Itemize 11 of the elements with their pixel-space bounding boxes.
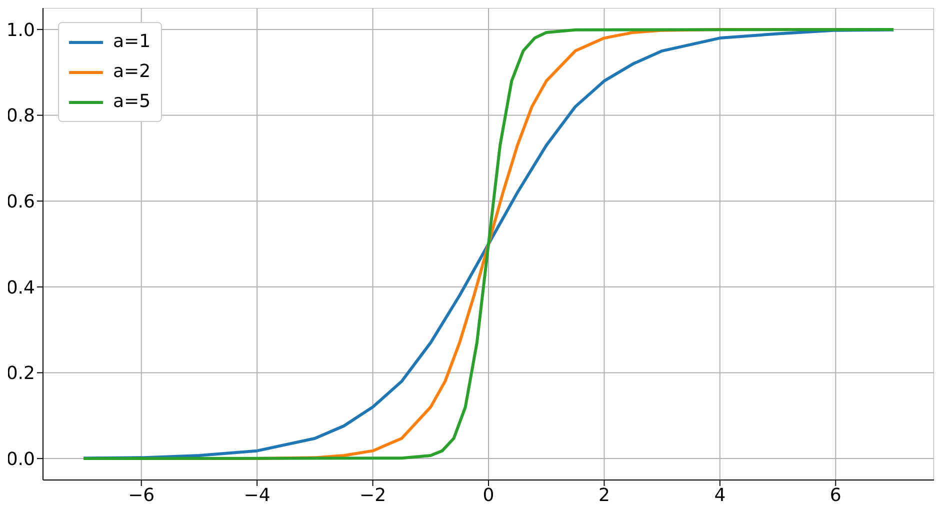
x-tick-label: 0 bbox=[482, 484, 494, 506]
x-tick-label: −4 bbox=[244, 484, 270, 506]
x-tick-label: 6 bbox=[830, 484, 842, 506]
x-tick-label: 2 bbox=[598, 484, 610, 506]
x-tick-label: −2 bbox=[360, 484, 386, 506]
y-tick-label: 1.0 bbox=[6, 20, 35, 41]
legend-label: a=2 bbox=[113, 60, 151, 84]
x-tick-label: −6 bbox=[128, 484, 155, 506]
x-tick-label: 4 bbox=[714, 484, 726, 506]
legend-label: a=5 bbox=[113, 90, 151, 114]
legend-label: a=1 bbox=[113, 30, 151, 54]
